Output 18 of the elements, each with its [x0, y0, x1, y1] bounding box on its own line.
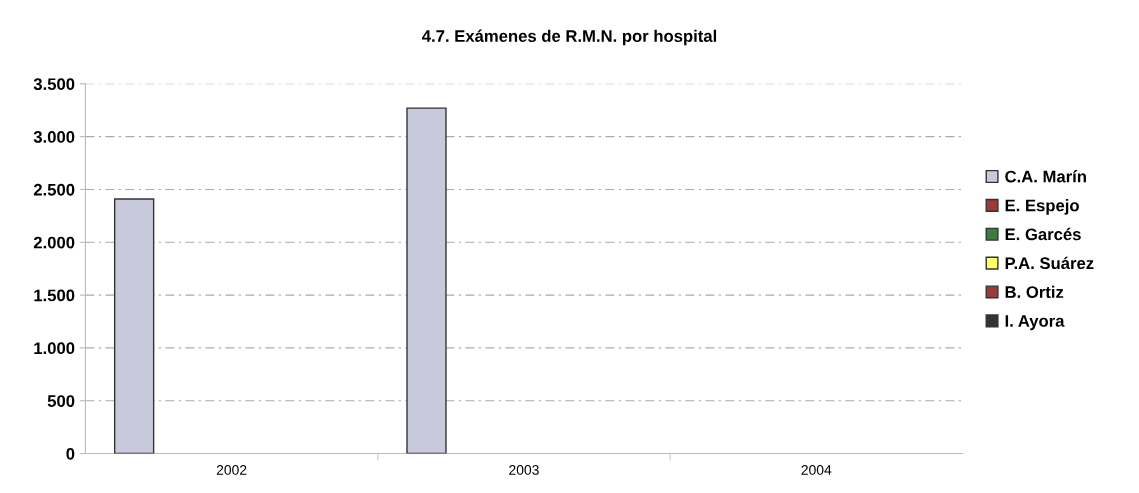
legend-label: I. Ayora: [1005, 315, 1065, 331]
y-tick-label: 1.000: [34, 342, 75, 355]
y-tick-label: 3.500: [33, 78, 75, 91]
legend-label: C.A. Marín: [1005, 170, 1086, 183]
legend-label: P.A. Suárez: [1005, 256, 1094, 270]
x-tick-label: 2002: [216, 465, 247, 475]
x-tick-label: 2003: [509, 465, 539, 475]
y-tick-label: 2.500: [33, 183, 75, 196]
legend-label: B. Ortiz: [1005, 285, 1064, 298]
legend-label: E. Espejo: [1005, 199, 1079, 215]
chart-title: 4.7. Exámenes de R.M.N. por hospital: [422, 29, 717, 46]
y-tick-label: 1.500: [34, 289, 75, 302]
y-tick-label: 0: [66, 447, 75, 460]
y-tick-label: 2.000: [33, 236, 75, 249]
y-tick-label: 3.000: [33, 131, 75, 143]
legend-label: E. Garcés: [1005, 227, 1081, 241]
x-tick-label: 2004: [801, 465, 832, 475]
y-tick-label: 500: [47, 395, 75, 407]
